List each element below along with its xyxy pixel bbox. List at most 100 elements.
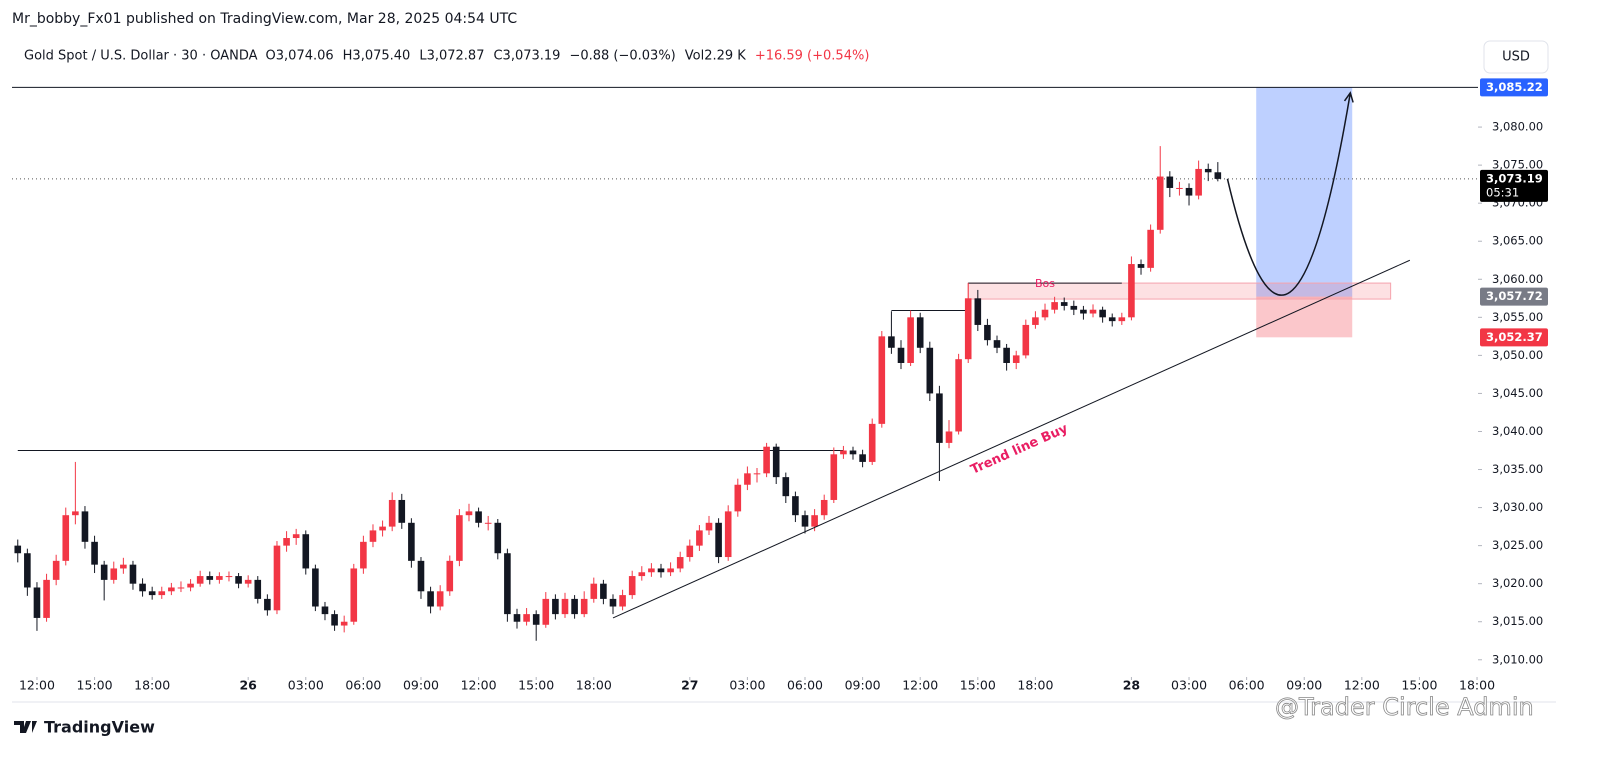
symbol: Gold Spot / U.S. Dollar · 30 · OANDA [24, 49, 258, 64]
candle-body [734, 484, 742, 512]
candle-body [724, 511, 732, 558]
publisher-line: Mr_bobby_Fx01 published on TradingView.c… [12, 11, 517, 27]
candle-body [148, 591, 156, 596]
y-tick-label: 3,050.00 [1492, 348, 1543, 362]
candle-body [24, 553, 31, 588]
candle-body [321, 606, 329, 615]
y-tick-label: 3,010.00 [1492, 652, 1543, 666]
candle-body [1041, 309, 1049, 318]
projection-curve [1226, 92, 1352, 296]
legend-item: O3,074.06 [266, 49, 334, 64]
candle-body [398, 499, 406, 523]
y-tick-label: 3,055.00 [1492, 310, 1543, 324]
candle-body [350, 568, 358, 622]
x-tick-label: 12:00 [1344, 678, 1380, 693]
candle-body [1118, 317, 1126, 322]
candle-body [897, 347, 905, 363]
candle-body [926, 347, 934, 394]
candle-body [33, 587, 41, 618]
currency[interactable]: USD [1502, 50, 1530, 65]
candle-body [216, 576, 223, 580]
candle-body [494, 522, 502, 554]
x-tick-label: 18:00 [576, 678, 612, 693]
trend-line-label: Trend line Buy [968, 421, 1070, 478]
candle-body [1099, 309, 1106, 318]
candle-body [52, 560, 60, 580]
candle-body [43, 579, 50, 618]
bos-label: Bos [1035, 277, 1055, 290]
candle-body [379, 526, 386, 531]
candle-body [244, 579, 252, 584]
candle-body [1089, 309, 1097, 314]
candle-body [878, 336, 886, 424]
y-tick-label: 3,065.00 [1492, 234, 1543, 248]
x-tick-label: 06:00 [345, 678, 381, 693]
candle-body [168, 587, 175, 592]
candle-body [744, 473, 751, 485]
candle-body [446, 560, 454, 592]
footer-brand: TradingView [44, 718, 155, 737]
candle-body [158, 591, 166, 596]
candle-body [206, 576, 214, 580]
candle-body [984, 324, 991, 341]
candle-body [974, 298, 982, 325]
x-tick-label: 18:00 [1017, 678, 1053, 693]
candle-body [552, 598, 559, 615]
y-tick-label: 3,040.00 [1492, 424, 1543, 438]
candle-body [436, 591, 444, 607]
candle-body [648, 568, 655, 573]
y-tick-label: 3,075.00 [1492, 158, 1543, 172]
candle-body [196, 576, 204, 584]
price-tag-label: 3,057.72 [1486, 289, 1543, 303]
candle-body [782, 477, 790, 497]
candle-body [590, 583, 598, 599]
price-tag [1480, 328, 1548, 347]
candle-body [1176, 187, 1183, 189]
candle-body [72, 511, 79, 516]
candle-body [619, 595, 626, 607]
candle-body [628, 576, 636, 596]
x-tick-label: 06:00 [787, 678, 823, 693]
x-tick-label: 15:00 [77, 678, 113, 693]
y-tick-label: 3,015.00 [1492, 614, 1543, 628]
candle-body [868, 423, 876, 462]
candle-body [686, 545, 694, 558]
candle-body [235, 576, 242, 584]
y-tick-label: 3,030.00 [1492, 500, 1543, 514]
candle-body [513, 614, 521, 622]
candle-body [715, 522, 722, 558]
x-tick-label: 12:00 [461, 678, 497, 693]
candle-body [340, 621, 348, 626]
x-tick-label: 15:00 [1401, 678, 1437, 693]
candle-body [849, 450, 857, 455]
legend-item: C3,073.19 [493, 49, 560, 64]
x-tick-label: 09:00 [1286, 678, 1322, 693]
currency-button[interactable] [1483, 40, 1549, 74]
candle-body [187, 583, 194, 588]
candle-body [1156, 176, 1164, 230]
candle-body [916, 317, 924, 348]
candle-body [1060, 302, 1068, 306]
y-tick-label: 3,035.00 [1492, 462, 1543, 476]
trend-line [612, 259, 1411, 619]
candle-body [225, 576, 233, 578]
candle-body [580, 598, 588, 615]
x-tick-label: 03:00 [1171, 678, 1207, 693]
candle-body [129, 564, 137, 584]
candle-body [456, 515, 463, 561]
candle-body [801, 515, 809, 527]
x-tick-label: 09:00 [403, 678, 439, 693]
candle-body [532, 614, 540, 625]
candle-body [936, 393, 943, 443]
legend-item: H3,075.40 [343, 49, 411, 64]
candle-body [91, 541, 98, 565]
candle-body [417, 560, 425, 592]
candle-body [292, 534, 300, 539]
price-tag-label: 3,073.19 [1486, 171, 1543, 185]
legend-item: L3,072.87 [419, 49, 484, 64]
x-tick-label: 12:00 [902, 678, 938, 693]
candle-body [609, 598, 617, 607]
candle-body [177, 587, 185, 589]
x-tick-label: 18:00 [1459, 678, 1495, 693]
